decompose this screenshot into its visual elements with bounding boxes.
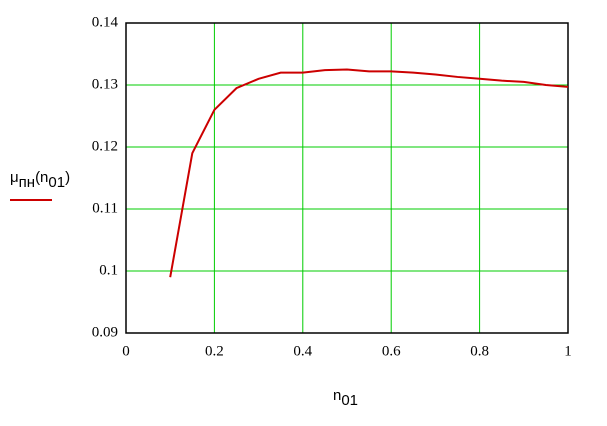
x-tick-label: 1 xyxy=(564,343,572,359)
label-text: n xyxy=(333,387,341,404)
y-tick-label: 0.13 xyxy=(92,76,118,92)
plot-frame xyxy=(125,22,569,334)
data-line xyxy=(169,68,569,278)
label-subscript: пн xyxy=(19,174,35,191)
label-text: μ xyxy=(10,169,19,186)
x-tick-label: 0.8 xyxy=(470,343,489,359)
y-axis-label: μпн(n01) xyxy=(10,169,70,191)
y-tick-label: 0.14 xyxy=(92,14,119,30)
label-subscript: 01 xyxy=(341,392,358,409)
y-tick-label: 0.09 xyxy=(92,324,118,340)
label-text: (n xyxy=(35,169,48,186)
y-tick-label: 0.12 xyxy=(92,138,118,154)
label-subscript: 01 xyxy=(48,174,65,191)
x-tick-label: 0 xyxy=(122,343,130,359)
y-tick-label: 0.1 xyxy=(99,262,118,278)
y-tick-label: 0.11 xyxy=(92,200,118,216)
label-text: ) xyxy=(65,169,70,186)
x-tick-label: 0.6 xyxy=(382,343,401,359)
x-axis-label: n01 xyxy=(333,387,358,409)
x-tick-label: 0.2 xyxy=(205,343,224,359)
x-tick-label: 0.4 xyxy=(293,343,312,359)
